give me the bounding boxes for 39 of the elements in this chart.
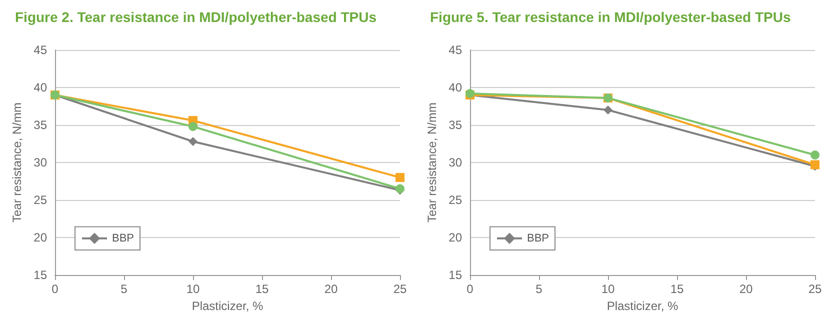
- x-tick-label: 25: [393, 282, 407, 296]
- y-tick-label: 35: [34, 118, 48, 132]
- x-tick-label: 20: [324, 282, 338, 296]
- x-axis-title: Plasticizer, %: [192, 298, 264, 313]
- y-tick-label: 15: [34, 268, 48, 282]
- x-tick-label: 15: [670, 282, 684, 296]
- x-tick-label: 0: [52, 282, 59, 296]
- y-tick-label: 45: [34, 43, 48, 57]
- y-tick-label: 45: [448, 43, 462, 57]
- point: [604, 106, 612, 114]
- y-tick-label: 20: [34, 230, 48, 244]
- point: [810, 150, 820, 160]
- y-tick-label: 15: [448, 268, 462, 282]
- x-axis-title: Plasticizer, %: [606, 298, 679, 313]
- y-tick-label: 25: [34, 193, 48, 207]
- legend-label: BBP: [527, 232, 550, 244]
- x-tick-label: 0: [466, 282, 474, 296]
- y-tick-label: 30: [448, 156, 462, 170]
- y-tick-label: 25: [448, 193, 462, 207]
- chart-title: Figure 5. Tear resistance in MDI/polyester-based TPUs: [430, 9, 791, 25]
- point: [188, 122, 198, 131]
- x-tick-label: 5: [120, 282, 128, 296]
- x-tick-label: 15: [255, 282, 269, 296]
- legend-label: BBP: [112, 232, 134, 244]
- point: [396, 173, 404, 182]
- chart-title: Figure 2. Tear resistance in MDI/polyether-based TPUs: [15, 9, 377, 25]
- y-tick-label: 20: [448, 230, 462, 244]
- y-tick-label: 30: [34, 156, 48, 170]
- y-tick-label: 35: [448, 118, 462, 132]
- x-tick-label: 20: [739, 282, 753, 296]
- y-axis-title: Tear resistance, N/mm: [10, 102, 24, 223]
- y-axis-title: Tear resistance, N/mm: [424, 102, 439, 223]
- point: [188, 137, 198, 146]
- x-tick-label: 10: [186, 282, 200, 296]
- y-tick-label: 40: [34, 80, 48, 94]
- x-tick-label: 10: [601, 282, 615, 296]
- x-tick-label: 25: [808, 282, 822, 296]
- y-tick-label: 40: [448, 80, 462, 94]
- x-tick-label: 5: [536, 282, 543, 296]
